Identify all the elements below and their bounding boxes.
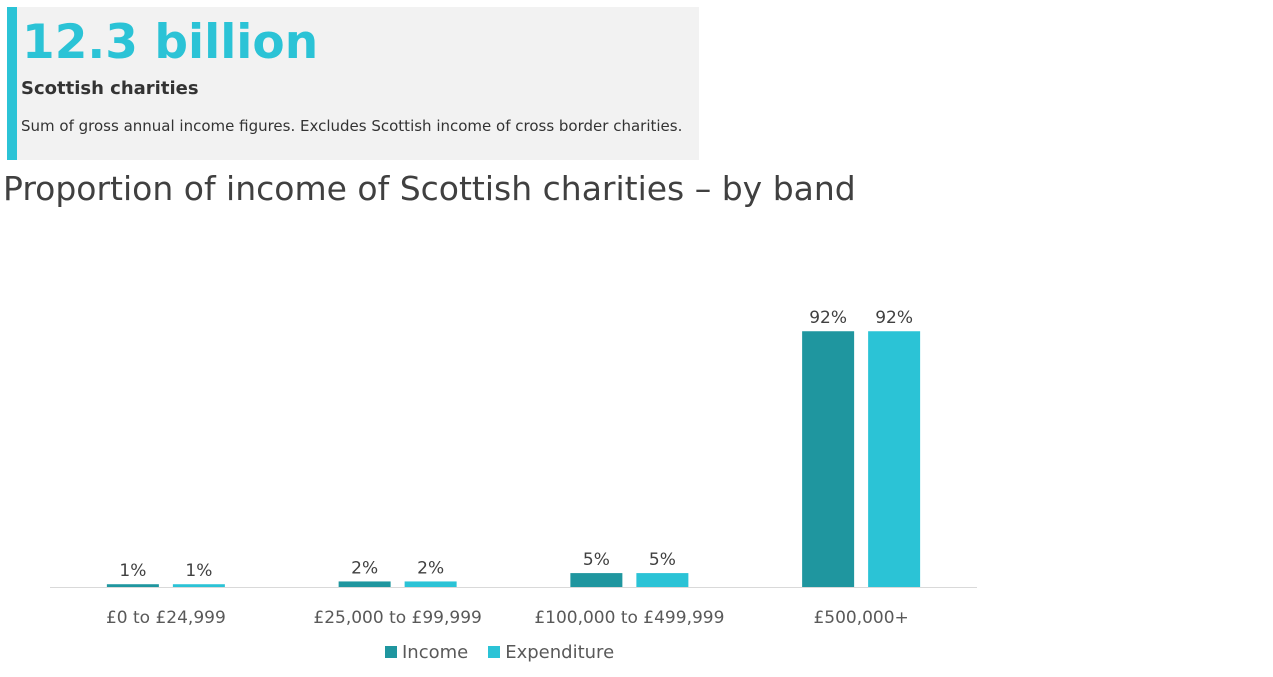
bar-income-2[interactable]	[570, 573, 623, 587]
bar-chart: 1% 1% £0 to £24,999 2% 2% £25,000 to £99,999 5…	[50, 308, 977, 628]
bar-income-1[interactable]	[338, 581, 391, 587]
bar-income-0[interactable]	[106, 584, 159, 587]
x-tick-label-1: £25,000 to £99,999	[313, 608, 481, 628]
data-label-income-3: 92%	[809, 308, 847, 328]
data-label-expenditure-0: 1%	[185, 561, 212, 581]
legend-label-income: Income	[402, 641, 469, 663]
x-tick-label-0: £0 to £24,999	[106, 608, 226, 628]
kpi-value: 12.3 billion	[22, 15, 319, 70]
legend-swatch-expenditure	[488, 646, 501, 658]
legend-item-expenditure[interactable]: Expenditure	[488, 642, 614, 663]
kpi-card-accent-bar	[7, 7, 17, 160]
bar-expenditure-3[interactable]	[868, 331, 921, 587]
bar-expenditure-1[interactable]	[404, 581, 457, 587]
legend-swatch-income	[385, 646, 397, 658]
legend-label-expenditure: Expenditure	[505, 641, 615, 663]
chart-title: Proportion of income of Scottish chariti…	[3, 169, 856, 208]
data-label-income-2: 5%	[583, 550, 610, 570]
kpi-card: 12.3 billion Scottish charities Sum of g…	[7, 7, 699, 160]
legend-item-income[interactable]: Income	[385, 642, 468, 663]
data-label-expenditure-2: 5%	[649, 550, 676, 570]
x-tick-label-2: £100,000 to £499,999	[534, 608, 724, 628]
kpi-description: Sum of gross annual income figures. Excl…	[21, 117, 683, 135]
data-label-income-1: 2%	[351, 558, 378, 578]
bar-income-3[interactable]	[802, 331, 855, 587]
data-label-income-0: 1%	[119, 561, 146, 581]
kpi-label: Scottish charities	[21, 78, 199, 99]
data-label-expenditure-1: 2%	[417, 558, 444, 578]
x-tick-label-3: £500,000+	[813, 608, 908, 628]
chart-legend: Income Expenditure	[385, 640, 634, 664]
data-label-expenditure-3: 92%	[875, 308, 913, 328]
bar-expenditure-2[interactable]	[636, 573, 689, 587]
bar-expenditure-0[interactable]	[172, 584, 225, 587]
